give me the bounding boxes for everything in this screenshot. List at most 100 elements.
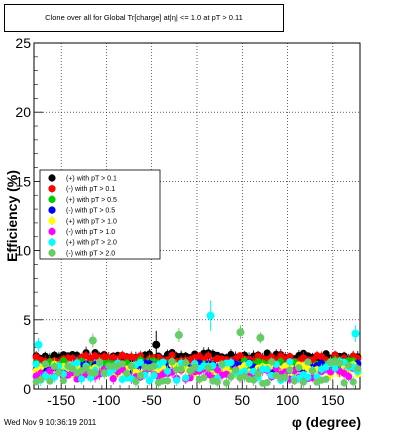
data-point — [177, 365, 185, 373]
x-tick-label: -100 — [92, 392, 120, 408]
data-point — [145, 376, 154, 385]
data-point — [136, 372, 145, 380]
data-point — [182, 359, 190, 367]
data-point — [322, 363, 330, 371]
data-point — [136, 358, 145, 367]
data-point — [204, 352, 212, 360]
data-point — [191, 363, 199, 371]
data-point — [41, 360, 49, 368]
data-point — [109, 375, 117, 383]
legend-marker — [48, 249, 56, 257]
data-point — [351, 329, 360, 338]
legend-label: (-) with pT > 1.0 — [66, 229, 115, 236]
data-point — [354, 365, 362, 373]
data-point — [286, 352, 294, 361]
data-point — [182, 374, 190, 382]
data-point — [46, 377, 54, 385]
data-point — [150, 371, 158, 380]
legend-label: (-) with pT > 0.1 — [66, 186, 115, 193]
data-point — [173, 376, 181, 384]
y-tick-label: 0 — [23, 381, 31, 397]
data-point — [336, 359, 344, 367]
data-point — [159, 358, 167, 366]
data-point — [345, 361, 353, 369]
legend-marker — [48, 185, 56, 193]
data-point — [59, 357, 68, 365]
data-point — [286, 366, 294, 374]
data-point — [163, 377, 172, 385]
data-point — [50, 362, 58, 371]
data-point — [163, 367, 172, 375]
legend: (+) with pT > 0.1 (-) with pT > 0.1 (+) wi… — [39, 169, 161, 260]
data-point — [123, 369, 131, 377]
legend-marker — [48, 217, 56, 225]
x-tick-label: 0 — [193, 392, 201, 408]
data-point — [268, 358, 276, 366]
data-point — [227, 373, 235, 381]
chart-title: Clone over all for Global Tr[charge] at|… — [45, 13, 243, 22]
timestamp: Wed Nov 9 10:36:19 2011 — [4, 418, 97, 427]
data-point — [245, 359, 253, 367]
x-tick-label: 150 — [321, 392, 345, 408]
y-tick-label: 15 — [15, 173, 31, 189]
legend-label: (+) with pT > 0.5 — [66, 197, 117, 204]
y-axis-title: Efficiency (%) — [4, 170, 20, 262]
data-point — [304, 358, 312, 366]
legend-marker — [48, 206, 56, 214]
data-point — [263, 379, 271, 387]
data-point — [222, 379, 231, 387]
legend-label: (-) with pT > 2.0 — [66, 250, 115, 257]
data-point — [55, 368, 63, 376]
data-point — [281, 373, 289, 381]
data-point — [254, 370, 262, 378]
data-point — [295, 364, 303, 372]
data-point — [77, 375, 86, 383]
data-point — [152, 340, 161, 349]
data-point — [340, 379, 348, 387]
legend-marker — [48, 195, 56, 203]
data-point — [168, 351, 176, 359]
data-point — [32, 360, 40, 368]
legend-label: (+) with pT > 0.1 — [66, 176, 117, 183]
data-point — [34, 340, 43, 349]
y-tick-label: 25 — [15, 35, 31, 51]
data-point — [206, 311, 215, 320]
data-point — [118, 360, 126, 368]
data-point — [227, 358, 235, 367]
x-axis-title: φ (degree) — [292, 414, 361, 430]
data-point — [308, 367, 317, 375]
data-point — [263, 365, 271, 373]
legend-label: (+) with pT > 1.0 — [66, 218, 117, 225]
data-point — [304, 373, 312, 381]
data-point — [88, 336, 97, 345]
data-point — [168, 358, 176, 366]
y-tick-label: 10 — [15, 243, 31, 259]
data-point — [174, 331, 183, 340]
data-point — [59, 376, 68, 385]
data-point — [286, 358, 294, 366]
data-point — [46, 367, 54, 375]
x-tick-label: 100 — [276, 392, 300, 408]
data-point — [331, 364, 339, 372]
data-point — [91, 369, 99, 377]
data-point — [204, 364, 212, 372]
legend-marker — [48, 227, 56, 236]
y-tick-label: 5 — [23, 312, 31, 328]
data-point — [322, 375, 330, 383]
legend-box — [39, 169, 161, 260]
data-point — [132, 378, 140, 386]
data-point — [256, 333, 265, 342]
data-point — [345, 372, 353, 381]
data-point — [349, 378, 357, 386]
data-point — [127, 362, 135, 370]
legend-marker — [48, 238, 56, 246]
data-point — [200, 374, 208, 382]
x-tick-label: -50 — [142, 392, 162, 408]
y-tick-label: 20 — [15, 104, 31, 120]
data-point — [96, 358, 104, 366]
data-point — [86, 374, 95, 382]
data-point — [82, 364, 90, 372]
x-tick-label: -150 — [47, 392, 75, 408]
data-point — [236, 328, 245, 337]
